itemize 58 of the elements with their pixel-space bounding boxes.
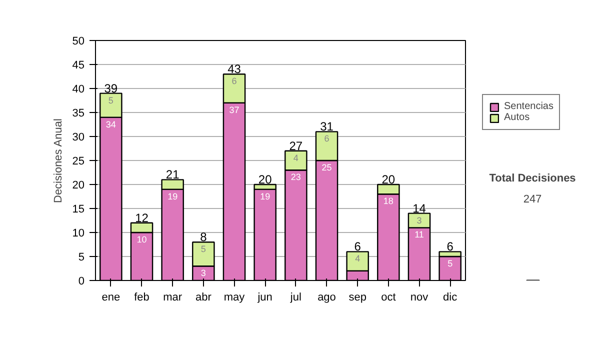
y-tick-label: 0: [78, 276, 85, 288]
legend-label: Autos: [504, 112, 530, 123]
total-label: 20: [382, 172, 396, 186]
total-label: 27: [289, 138, 303, 153]
x-tick-label: may: [224, 292, 246, 304]
x-tick-label: mar: [163, 292, 182, 304]
data-label: 19: [260, 191, 270, 202]
data-label: 25: [322, 162, 332, 172]
data-label: 3: [416, 215, 422, 226]
total-label: 20: [258, 172, 272, 186]
y-tick-label: 15: [72, 204, 85, 216]
x-tick-label: nov: [410, 292, 429, 304]
data-label: 37: [229, 104, 240, 115]
total-label: 12: [135, 210, 149, 225]
data-label: 4: [293, 152, 298, 163]
data-label: 19: [168, 191, 178, 202]
x-tick-label: abr: [195, 292, 212, 304]
y-tick-label: 35: [72, 108, 85, 120]
total-label: 31: [320, 120, 334, 134]
data-label: 18: [383, 196, 394, 206]
total-label: 6: [354, 240, 362, 254]
x-tick-label: jun: [256, 292, 272, 304]
total-label: 43: [228, 62, 242, 76]
y-tick-label: 30: [72, 132, 85, 144]
x-tick-label: ene: [102, 292, 120, 304]
total-label: 21: [166, 168, 180, 182]
data-label: 3: [200, 268, 206, 278]
y-axis-title: Decisiones Anual: [52, 118, 64, 203]
total-label: 8: [200, 230, 208, 244]
data-label: 5: [108, 95, 114, 106]
data-label: 11: [414, 230, 424, 240]
text: 247: [523, 194, 542, 206]
data-label: 5: [448, 258, 453, 268]
legend-label: Sentencias: [504, 101, 554, 112]
x-tick-label: dic: [443, 292, 458, 304]
y-tick-label: 5: [78, 252, 85, 264]
y-tick-label: 45: [72, 60, 85, 72]
data-label: 34: [106, 119, 116, 130]
y-tick-label: 25: [72, 156, 85, 168]
y-tick-label: 50: [72, 36, 85, 48]
y-tick-label: 10: [72, 228, 85, 240]
x-tick-label: ago: [318, 292, 336, 304]
total-label: 39: [104, 81, 118, 96]
data-label: 6: [232, 76, 237, 86]
x-tick-label: sep: [348, 292, 366, 304]
data-label: 4: [355, 254, 360, 264]
data-label: 10: [136, 234, 147, 244]
total-label: 14: [412, 201, 426, 216]
data-label: 5: [200, 244, 206, 254]
x-tick-label: feb: [134, 292, 150, 304]
text: Total Decisiones: [489, 172, 576, 184]
data-label: 6: [324, 134, 330, 144]
data-label: 23: [290, 172, 301, 182]
total-label: 6: [446, 240, 454, 254]
x-tick-label: oct: [381, 292, 396, 304]
y-tick-label: 20: [72, 180, 85, 192]
x-tick-label: jul: [289, 292, 302, 304]
y-tick-label: 40: [72, 84, 85, 96]
